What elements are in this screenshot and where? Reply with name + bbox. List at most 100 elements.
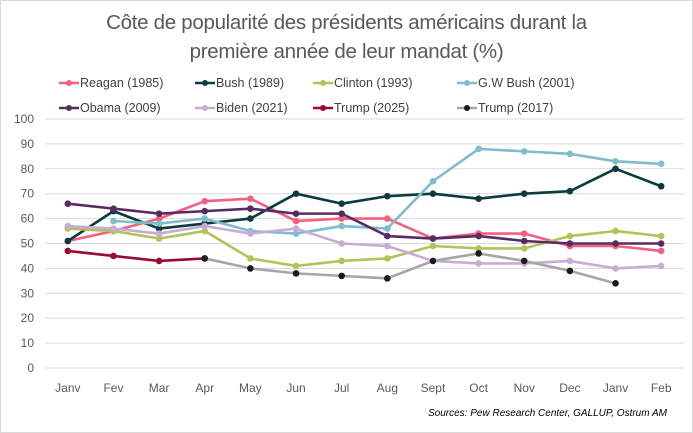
data-point [384,255,391,262]
data-point [155,235,163,242]
data-point [612,240,619,247]
data-point [110,205,117,212]
x-tick-label: Janv [55,381,80,395]
data-point [566,240,574,247]
data-point [520,190,528,197]
data-point [475,195,482,202]
data-point [338,240,345,247]
series-line [66,224,663,270]
data-point [429,177,437,185]
legend-item: G.W Bush (2001) [457,76,575,90]
data-point [201,227,209,235]
data-point [247,265,254,272]
data-point [429,190,437,197]
x-tick-label: Feb [651,381,672,395]
data-point [338,272,345,280]
data-point [612,227,619,235]
legend-item: Biden (2021) [195,101,288,115]
data-point [520,230,528,237]
legend-label: Biden (2021) [216,101,288,115]
data-point [475,250,482,257]
legend-item: Trump (2017) [457,101,553,115]
data-point [155,257,163,265]
y-tick-label: 80 [21,162,35,176]
series-line [66,202,663,245]
data-point [155,220,163,227]
data-point [384,242,391,250]
data-point [155,210,163,217]
data-point [155,225,163,232]
data-point [155,215,163,222]
legend-label: Trump (2025) [334,101,409,115]
x-tick-label: Janv [603,381,628,395]
data-point [292,217,300,225]
data-point [247,205,254,212]
y-tick-label: 30 [21,286,35,300]
data-point [292,230,300,237]
series-lines [64,145,665,287]
x-tick-label: Apr [195,381,214,395]
data-point [657,182,665,190]
data-point [520,245,528,252]
data-point [338,210,345,217]
data-point [566,232,574,240]
data-point [384,215,391,222]
y-tick-label: 10 [21,336,35,350]
x-tick-label: Sept [421,381,446,395]
x-tick-label: Nov [514,381,535,395]
data-point [657,232,665,240]
legend-swatch-marker [464,105,470,111]
data-point [612,158,619,165]
data-point [201,255,209,262]
y-tick-label: 40 [21,261,35,275]
data-point [247,195,254,202]
data-point [64,247,72,255]
data-point [338,257,345,265]
data-point [429,242,437,250]
x-tick-label: Oct [469,381,488,395]
legend-swatch-marker [202,105,208,111]
data-point [520,237,528,245]
data-point [384,225,391,232]
y-tick-label: 90 [21,137,35,151]
data-point [64,237,72,245]
data-point [292,270,300,277]
data-point [110,225,117,232]
data-point [566,150,574,158]
data-point [475,232,482,240]
series-line [66,227,663,268]
data-point [657,262,665,270]
y-tick-label: 60 [21,212,35,226]
legend-item: Obama (2009) [59,101,161,115]
legend-swatch-marker [320,80,326,86]
data-point [110,252,117,260]
legend-item: Clinton (1993) [313,76,413,90]
data-point [201,197,209,205]
data-point [201,215,209,222]
data-point [566,257,574,265]
data-point [64,200,72,207]
series-line [66,167,663,243]
data-point [64,222,72,230]
legend: Reagan (1985) Bush (1989) Clinton (1993) G.… [59,76,575,115]
data-point [292,190,300,197]
legend-label: Trump (2017) [478,101,553,115]
source-note: Sources: Pew Research Center, GALLUP, Os… [428,408,668,419]
data-point [110,217,117,225]
data-point [155,230,163,237]
series-line [66,249,207,263]
legend-item: Trump (2025) [313,101,409,115]
legend-swatch-marker [320,105,326,111]
data-point [612,165,619,173]
legend-swatch-marker [202,80,208,86]
x-tick-label: Fev [103,381,123,395]
legend-label: G.W Bush (2001) [478,76,575,90]
x-tick-label: Mar [149,381,170,395]
data-point [520,148,528,155]
data-point [384,275,391,282]
series-g-w-bush-2001 [110,145,665,237]
data-point [292,210,300,217]
chart-title: Côte de popularité des présidents améric… [0,8,693,66]
data-point [338,222,345,230]
